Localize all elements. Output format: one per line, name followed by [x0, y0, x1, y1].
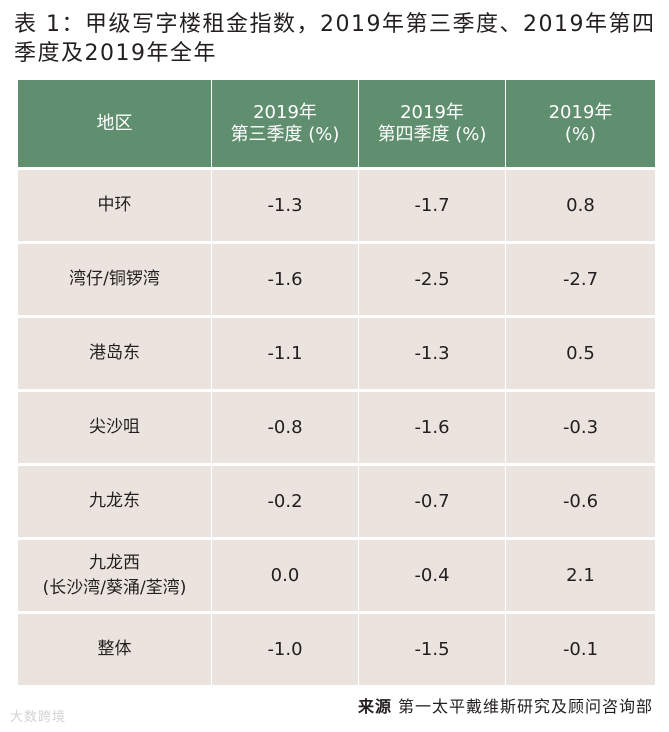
q4-cell: -1.5	[359, 614, 506, 685]
region-name: 港岛东	[89, 343, 140, 363]
header-q3-line2: 第三季度 (%)	[230, 123, 340, 145]
q4-cell: -1.3	[359, 318, 506, 392]
region-name: 尖沙咀	[89, 417, 140, 437]
source-note: 来源 第一太平戴维斯研究及顾问咨询部	[358, 693, 653, 717]
table-row: 中环 -1.3 -1.7 0.8	[18, 170, 655, 244]
table-row: 湾仔/铜锣湾 -1.6 -2.5 -2.7	[18, 244, 655, 318]
rent-index-table: 地区 2019年 第三季度 (%) 2019年 第四季度 (%) 2019年 (…	[18, 80, 655, 685]
region-name: 湾仔/铜锣湾	[69, 269, 160, 289]
q3-cell: -1.0	[212, 614, 359, 685]
table-title: 表 1：甲级写字楼租金指数，2019年第三季度、2019年第四季度及2019年全…	[14, 12, 656, 66]
header-q4: 2019年 第四季度 (%)	[359, 80, 506, 170]
region-cell: 湾仔/铜锣湾	[18, 244, 212, 318]
region-subname: (长沙湾/葵涌/荃湾)	[42, 577, 187, 598]
q4-cell: -1.6	[359, 392, 506, 466]
region-name: 九龙东	[89, 491, 140, 511]
q4-cell: -2.5	[359, 244, 506, 318]
q3-cell: -1.1	[212, 318, 359, 392]
q3-cell: -0.2	[212, 466, 359, 540]
region-cell: 九龙西 (长沙湾/葵涌/荃湾)	[18, 540, 212, 614]
region-name: 中环	[97, 195, 132, 215]
q3-cell: -1.3	[212, 170, 359, 244]
table-row: 九龙东 -0.2 -0.7 -0.6	[18, 466, 655, 540]
q4-cell: -0.4	[359, 540, 506, 614]
header-q3-line1: 2019年	[253, 101, 317, 123]
table-row: 九龙西 (长沙湾/葵涌/荃湾) 0.0 -0.4 2.1	[18, 540, 655, 614]
header-year: 2019年 (%)	[506, 80, 655, 170]
year-cell: -0.1	[506, 614, 655, 685]
header-year-line2: (%)	[564, 123, 597, 145]
table-row: 整体 -1.0 -1.5 -0.1	[18, 614, 655, 685]
header-q4-line2: 第四季度 (%)	[377, 123, 487, 145]
table-row: 尖沙咀 -0.8 -1.6 -0.3	[18, 392, 655, 466]
q4-cell: -0.7	[359, 466, 506, 540]
table-row: 港岛东 -1.1 -1.3 0.5	[18, 318, 655, 392]
year-cell: -0.3	[506, 392, 655, 466]
region-name: 整体	[97, 639, 132, 659]
source-label: 来源	[357, 697, 392, 716]
watermark: 大数跨境	[10, 710, 67, 725]
year-cell: 2.1	[506, 540, 655, 614]
q3-cell: -0.8	[212, 392, 359, 466]
q3-cell: -1.6	[212, 244, 359, 318]
region-cell: 中环	[18, 170, 212, 244]
q3-cell: 0.0	[212, 540, 359, 614]
region-cell: 尖沙咀	[18, 392, 212, 466]
year-cell: 0.8	[506, 170, 655, 244]
header-year-line1: 2019年	[548, 101, 613, 123]
year-cell: -0.6	[506, 466, 655, 540]
header-q4-line1: 2019年	[400, 101, 464, 123]
year-cell: -2.7	[506, 244, 655, 318]
header-region: 地区	[18, 80, 212, 170]
region-name: 九龙西	[89, 552, 140, 573]
region-cell: 整体	[18, 614, 212, 685]
region-cell: 港岛东	[18, 318, 212, 392]
q4-cell: -1.7	[359, 170, 506, 244]
table-header-row: 地区 2019年 第三季度 (%) 2019年 第四季度 (%) 2019年 (…	[18, 80, 655, 170]
header-region-line: 地区	[96, 112, 133, 134]
year-cell: 0.5	[506, 318, 655, 392]
source-text: 第一太平戴维斯研究及顾问咨询部	[397, 697, 653, 716]
region-cell: 九龙东	[18, 466, 212, 540]
header-q3: 2019年 第三季度 (%)	[212, 80, 359, 170]
